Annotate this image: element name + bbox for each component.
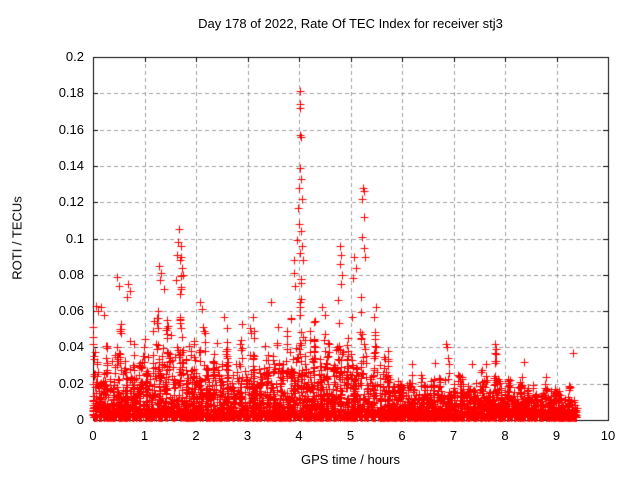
y-tick-label: 0.08 <box>58 266 84 282</box>
y-tick-label: 0.12 <box>58 194 84 210</box>
chart-title: Day 178 of 2022, Rate Of TEC Index for r… <box>198 16 503 31</box>
y-tick-label: 0.04 <box>58 339 84 355</box>
y-tick-label: 0.14 <box>58 157 84 173</box>
y-tick-label: 0.2 <box>65 49 84 64</box>
y-tick-label: 0.02 <box>58 375 84 391</box>
x-tick-label: 2 <box>192 428 200 443</box>
x-tick-label: 4 <box>295 428 303 443</box>
x-axis-label: GPS time / hours <box>301 452 400 467</box>
x-tick-label: 5 <box>346 428 355 443</box>
y-tick-label: 0 <box>76 412 84 427</box>
x-tick-label: 1 <box>140 428 149 443</box>
x-tick-label: 10 <box>600 428 616 443</box>
x-tick-label: 6 <box>398 428 406 443</box>
y-tick-label: 0.1 <box>65 230 84 246</box>
x-tick-label: 0 <box>89 428 97 443</box>
x-tick-label: 8 <box>501 428 509 443</box>
y-tick-label: 0.06 <box>58 303 84 319</box>
y-tick-label: 0.18 <box>58 85 84 101</box>
x-tick-label: 9 <box>552 428 561 443</box>
x-tick-label: 3 <box>243 428 252 443</box>
x-tick-label: 7 <box>449 428 458 443</box>
y-tick-label: 0.16 <box>58 121 84 137</box>
